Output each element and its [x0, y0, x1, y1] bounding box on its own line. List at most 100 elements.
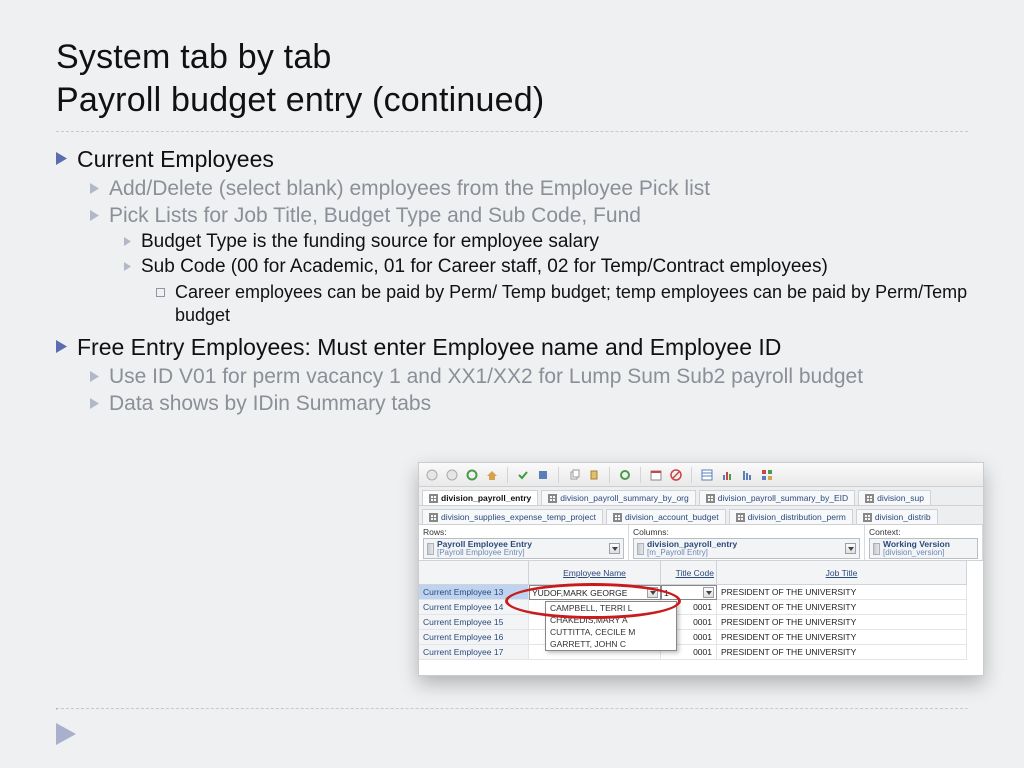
context-label: Context:	[869, 527, 978, 537]
bullet-text: Free Entry Employees: Must enter Employe…	[77, 334, 968, 361]
job-title-cell: PRESIDENT OF THE UNIVERSITY	[717, 645, 967, 660]
tab-division_payroll_summary_by_org[interactable]: division_payroll_summary_by_org	[541, 490, 696, 505]
dropdown-icon[interactable]	[647, 587, 658, 598]
drag-handle-icon[interactable]	[873, 543, 880, 555]
grid-icon	[429, 513, 438, 522]
tab-division_supplies_expense_temp_project[interactable]: division_supplies_expense_temp_project	[422, 509, 603, 524]
context-panel: Context: Working Version [division_versi…	[865, 525, 983, 560]
col-header-blank	[419, 561, 529, 585]
home-icon[interactable]	[485, 468, 499, 482]
paste-icon[interactable]	[587, 468, 601, 482]
slide-body: System tab by tab Payroll budget entry (…	[0, 0, 1024, 416]
bullet-sub-code: Sub Code (00 for Academic, 01 for Career…	[124, 256, 968, 278]
copy-icon[interactable]	[567, 468, 581, 482]
nav-fwd-icon[interactable]	[445, 468, 459, 482]
toolbar-separator	[691, 467, 692, 483]
table-row[interactable]: Current Employee 150001PRESIDENT OF THE …	[419, 615, 983, 630]
calendar-icon[interactable]	[649, 468, 663, 482]
title-code-cell[interactable]: 1	[661, 585, 717, 600]
embedded-app-screenshot: division_payroll_entry division_payroll_s…	[418, 462, 984, 676]
cols-selector[interactable]: division_payroll_entry [m_Payroll Entry]	[633, 538, 860, 559]
dropdown-icon[interactable]	[703, 587, 714, 598]
cols-line2: [m_Payroll Entry]	[647, 549, 737, 557]
dropdown-option[interactable]: CHAKEDIS,MARY A	[546, 614, 676, 626]
title-code-value: 1	[664, 588, 669, 598]
data-grid: Employee Name Title Code Job Title Curre…	[419, 561, 983, 660]
row-label[interactable]: Current Employee 15	[419, 615, 529, 630]
refresh-icon[interactable]	[465, 468, 479, 482]
bullet-icon	[124, 262, 131, 271]
tab-label: division_payroll_summary_by_EID	[718, 493, 848, 503]
col-header-job-title[interactable]: Job Title	[717, 561, 967, 585]
grid-icon	[548, 494, 557, 503]
tab-division_account_budget[interactable]: division_account_budget	[606, 509, 726, 524]
dropdown-icon[interactable]	[609, 543, 620, 554]
bullet-text: Use ID V01 for perm vacancy 1 and XX1/XX…	[109, 365, 968, 389]
col-header-title-code[interactable]: Title Code	[661, 561, 717, 585]
bullet-add-delete: Add/Delete (select blank) employees from…	[90, 177, 968, 201]
grid-icon	[736, 513, 745, 522]
bullet-icon	[90, 371, 99, 382]
table-row[interactable]: Current Employee 170001PRESIDENT OF THE …	[419, 645, 983, 660]
col-header-employee-name[interactable]: Employee Name	[529, 561, 661, 585]
stop-icon[interactable]	[669, 468, 683, 482]
table-row[interactable]: Current Employee 13YUDOF,MARK GEORGE1 PRE…	[419, 585, 983, 600]
table-row[interactable]: Current Employee 140001PRESIDENT OF THE …	[419, 600, 983, 615]
tab-label: division_supplies_expense_temp_project	[441, 512, 596, 522]
footer-divider	[56, 708, 968, 710]
grid-body: Current Employee 13YUDOF,MARK GEORGE1 PRE…	[419, 585, 983, 660]
bullet-free-entry: Free Entry Employees: Must enter Employe…	[56, 334, 968, 361]
tab-division_distrib[interactable]: division_distrib	[856, 509, 938, 524]
grid-icon	[706, 494, 715, 503]
bullet-text: Career employees can be paid by Perm/ Te…	[175, 281, 968, 328]
row-label[interactable]: Current Employee 17	[419, 645, 529, 660]
nav-back-icon[interactable]	[425, 468, 439, 482]
job-title-cell: PRESIDENT OF THE UNIVERSITY	[717, 585, 967, 600]
employee-name-cell[interactable]: YUDOF,MARK GEORGE	[529, 585, 661, 600]
job-title-cell: PRESIDENT OF THE UNIVERSITY	[717, 630, 967, 645]
grid-icon[interactable]	[760, 468, 774, 482]
dropdown-icon[interactable]	[845, 543, 856, 554]
title-divider	[56, 131, 968, 132]
tab-label: division_sup	[877, 493, 924, 503]
tabs-row-2: division_supplies_expense_temp_project di…	[419, 506, 983, 525]
bullet-data-shows: Data shows by IDin Summary tabs	[90, 392, 968, 416]
tab-division_sup[interactable]: division_sup	[858, 490, 931, 505]
row-label[interactable]: Current Employee 13	[419, 585, 529, 600]
tab-label: division_distribution_perm	[748, 512, 846, 522]
rows-selector[interactable]: Payroll Employee Entry [Payroll Employee…	[423, 538, 624, 559]
toolbar-separator	[507, 467, 508, 483]
tab-label: division_payroll_summary_by_org	[560, 493, 689, 503]
context-selector[interactable]: Working Version [division_version]	[869, 538, 978, 559]
check-icon[interactable]	[516, 468, 530, 482]
dropdown-option[interactable]: CAMPBELL, TERRI L	[546, 602, 676, 614]
chart-bar-icon[interactable]	[720, 468, 734, 482]
drag-handle-icon[interactable]	[427, 543, 434, 555]
dropdown-option[interactable]: CUTTITTA, CECILE M	[546, 626, 676, 638]
next-slide-icon[interactable]	[56, 723, 76, 750]
bullet-career-note: Career employees can be paid by Perm/ Te…	[156, 281, 968, 328]
save-icon[interactable]	[536, 468, 550, 482]
gear-icon[interactable]	[618, 468, 632, 482]
table-icon[interactable]	[700, 468, 714, 482]
toolbar-separator	[558, 467, 559, 483]
tab-division_payroll_summary_by_EID[interactable]: division_payroll_summary_by_EID	[699, 490, 855, 505]
drag-handle-icon[interactable]	[637, 543, 644, 555]
grid-icon	[865, 494, 874, 503]
tab-division_payroll_entry[interactable]: division_payroll_entry	[422, 490, 538, 505]
rows-label: Rows:	[423, 527, 624, 537]
title-line-1: System tab by tab	[56, 38, 332, 76]
bullet-budget-type: Budget Type is the funding source for em…	[124, 231, 968, 253]
title-code-value: 0001	[693, 617, 712, 627]
panel-strip: Rows: Payroll Employee Entry [Payroll Em…	[419, 525, 983, 561]
tab-division_distribution_perm[interactable]: division_distribution_perm	[729, 509, 853, 524]
chart-column-icon[interactable]	[740, 468, 754, 482]
grid-icon	[863, 513, 872, 522]
table-row[interactable]: Current Employee 160001PRESIDENT OF THE …	[419, 630, 983, 645]
row-label[interactable]: Current Employee 16	[419, 630, 529, 645]
row-label[interactable]: Current Employee 14	[419, 600, 529, 615]
toolbar-separator	[640, 467, 641, 483]
bullet-text: Add/Delete (select blank) employees from…	[109, 177, 968, 201]
dropdown-option[interactable]: GARRETT, JOHN C	[546, 638, 676, 650]
employee-name-dropdown[interactable]: CAMPBELL, TERRI LCHAKEDIS,MARY ACUTTITTA…	[545, 601, 677, 651]
